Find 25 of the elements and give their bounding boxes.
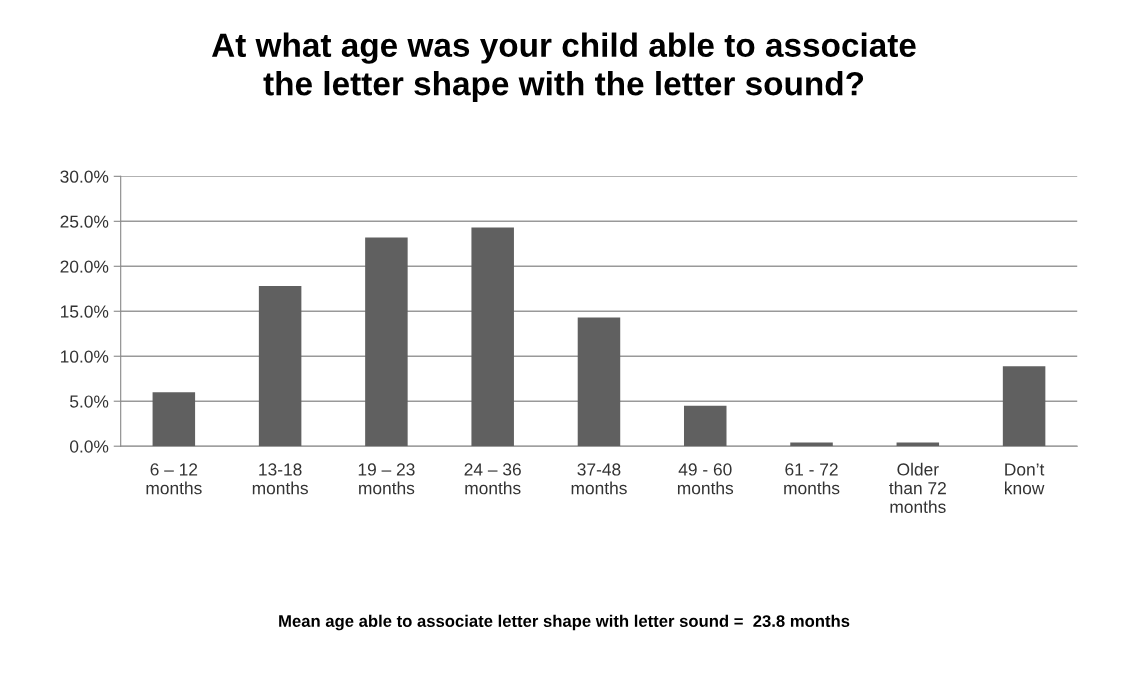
x-tick-label: Older than 72 months bbox=[889, 462, 946, 514]
x-tick-label: 61 - 72 months bbox=[784, 463, 840, 495]
x-tick-label: 19 – 23 months bbox=[358, 463, 415, 495]
x-tick-label: 6 – 12 months bbox=[146, 463, 202, 495]
x-tick-label: Don’t know bbox=[1005, 463, 1045, 495]
bar bbox=[1002, 366, 1046, 447]
x-tick-label: 49 - 60 months bbox=[677, 463, 734, 495]
bar bbox=[471, 227, 514, 447]
bar bbox=[365, 237, 408, 447]
x-tick-label: 37-48 months bbox=[571, 463, 627, 495]
bar bbox=[683, 405, 727, 447]
y-tick-label: 30.0% bbox=[60, 170, 109, 183]
y-tick-label: 5.0% bbox=[70, 395, 109, 408]
y-tick-label: 0.0% bbox=[70, 440, 109, 453]
bar bbox=[577, 317, 621, 447]
x-tick-label: 24 – 36 months bbox=[464, 463, 521, 495]
chart-title: At what age was your child able to associate the letter shape with the letter sound? bbox=[211, 32, 916, 103]
bar bbox=[152, 392, 196, 447]
text: Mean age able to associate letter shape with letter sound = 23.8 months bbox=[279, 614, 850, 631]
x-tick-label: 13-18 months bbox=[252, 463, 308, 495]
y-tick-label: 10.0% bbox=[60, 350, 109, 363]
bar bbox=[258, 286, 302, 447]
y-tick-label: 20.0% bbox=[60, 260, 109, 273]
y-tick-label: 15.0% bbox=[60, 305, 109, 318]
y-tick-label: 25.0% bbox=[60, 215, 109, 228]
